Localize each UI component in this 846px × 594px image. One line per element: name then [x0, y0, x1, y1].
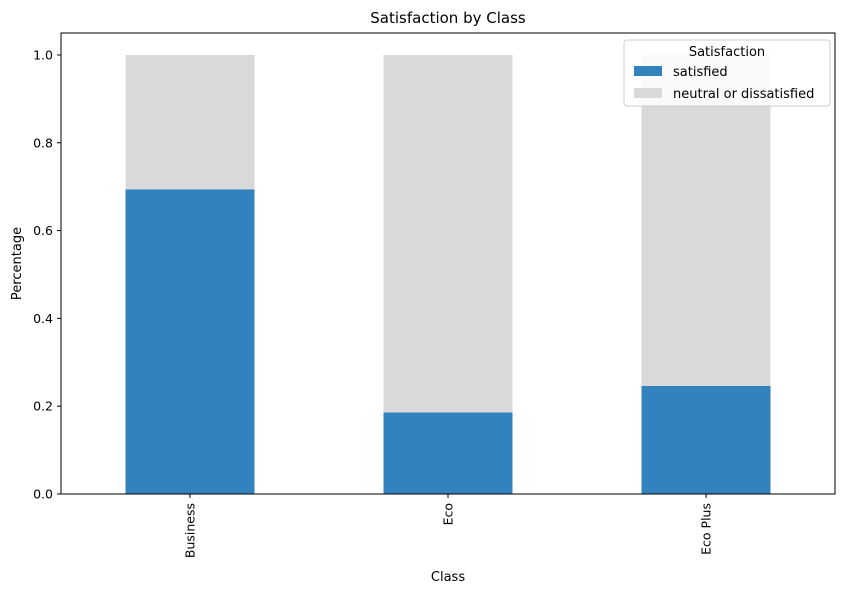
x-axis-label: Class — [431, 570, 465, 585]
legend-title: Satisfaction — [689, 45, 765, 60]
bars-group — [125, 54, 771, 494]
y-tick-label: 0.0 — [33, 487, 53, 502]
legend-swatch-satisfied — [634, 66, 662, 76]
legend: Satisfaction satisfied neutral or dissat… — [623, 39, 831, 107]
y-tick-label: 0.2 — [33, 399, 53, 414]
y-tick-label: 1.0 — [33, 47, 53, 62]
bar-eco-plus-neutral-or-dissatisfied — [641, 54, 771, 386]
legend-label-neutral-or-dissatisfied: neutral or dissatisfied — [673, 87, 814, 102]
y-tick-label: 0.4 — [33, 311, 53, 326]
x-tick-label-eco: Eco — [441, 503, 456, 525]
bar-eco-plus-satisfied — [641, 385, 771, 494]
y-axis-label: Percentage — [10, 227, 25, 300]
y-tick-label: 0.6 — [33, 223, 53, 238]
bar-business-neutral-or-dissatisfied — [125, 54, 255, 190]
y-tick-label: 0.8 — [33, 135, 53, 150]
legend-box — [623, 39, 831, 107]
bar-eco-neutral-or-dissatisfied — [383, 54, 513, 413]
bar-business-satisfied — [125, 189, 255, 494]
legend-label-satisfied: satisfied — [673, 65, 728, 80]
legend-swatch-neutral-or-dissatisfied — [634, 88, 662, 98]
bar-eco-satisfied — [383, 412, 513, 494]
chart-title: Satisfaction by Class — [370, 9, 526, 27]
x-tick-label-eco-plus: Eco Plus — [699, 503, 714, 555]
x-tick-label-business: Business — [183, 503, 198, 558]
x-axis: Business Eco Eco Plus — [183, 494, 714, 558]
y-axis: 0.0 0.2 0.4 0.6 0.8 1.0 — [33, 47, 61, 502]
